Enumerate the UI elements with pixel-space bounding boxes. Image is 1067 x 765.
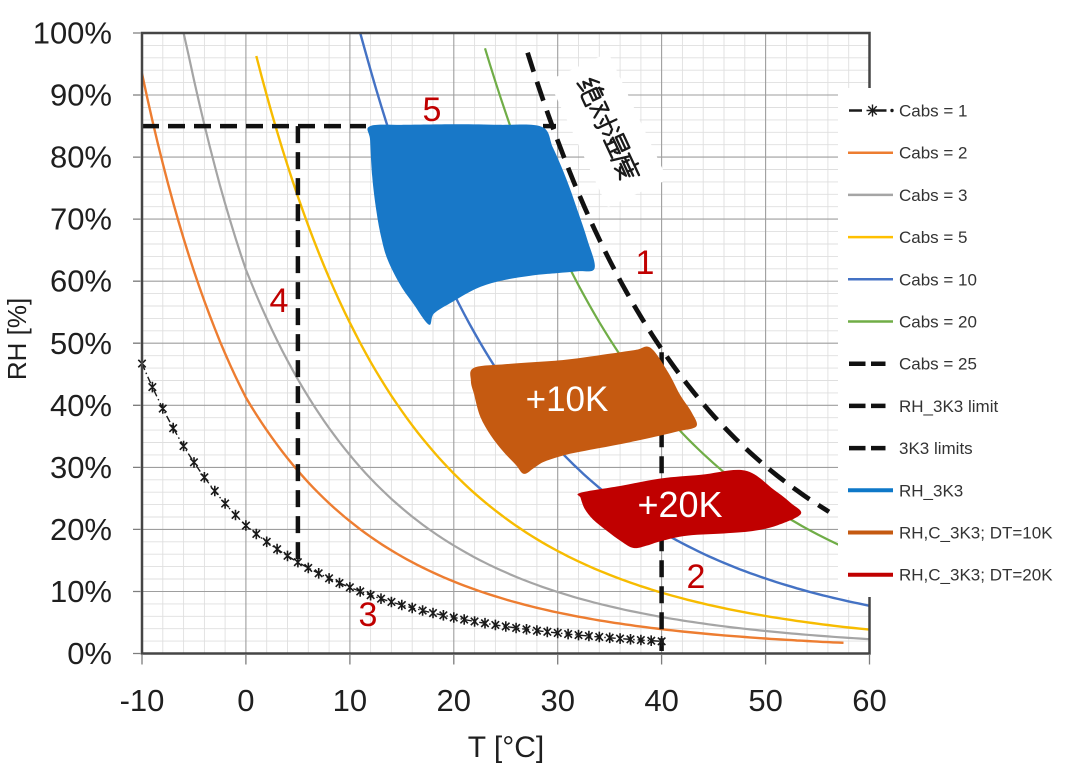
svg-text:100%: 100% bbox=[33, 16, 112, 51]
svg-text:1: 1 bbox=[636, 244, 655, 282]
svg-text:Cabs = 25: Cabs = 25 bbox=[899, 355, 977, 374]
svg-text:RH,C_3K3; DT=10K: RH,C_3K3; DT=10K bbox=[899, 524, 1053, 543]
svg-text:30%: 30% bbox=[50, 450, 112, 485]
svg-text:70%: 70% bbox=[50, 202, 112, 237]
svg-text:3: 3 bbox=[359, 596, 378, 634]
svg-text:50: 50 bbox=[748, 683, 782, 718]
svg-text:Cabs = 20: Cabs = 20 bbox=[899, 313, 977, 332]
svg-text:T [°C]: T [°C] bbox=[468, 731, 544, 764]
svg-text:30: 30 bbox=[540, 683, 574, 718]
svg-text:90%: 90% bbox=[50, 78, 112, 113]
svg-text:Cabs = 3: Cabs = 3 bbox=[899, 186, 968, 205]
svg-text:20%: 20% bbox=[50, 512, 112, 547]
svg-text:+20K: +20K bbox=[637, 484, 722, 525]
svg-text:-10: -10 bbox=[120, 683, 165, 718]
svg-text:20: 20 bbox=[437, 683, 471, 718]
svg-text:RH,C_3K3; DT=20K: RH,C_3K3; DT=20K bbox=[899, 566, 1053, 585]
svg-text:2: 2 bbox=[687, 558, 706, 596]
svg-text:0: 0 bbox=[237, 683, 254, 718]
svg-text:40%: 40% bbox=[50, 388, 112, 423]
svg-text:0%: 0% bbox=[67, 636, 112, 671]
svg-text:Cabs = 1: Cabs = 1 bbox=[899, 102, 968, 121]
svg-text:3K3 limits: 3K3 limits bbox=[899, 439, 973, 458]
svg-text:4: 4 bbox=[270, 282, 289, 320]
svg-text:10%: 10% bbox=[50, 574, 112, 609]
svg-text:RH_3K3 limit: RH_3K3 limit bbox=[899, 397, 998, 416]
svg-text:RH_3K3: RH_3K3 bbox=[899, 481, 963, 500]
svg-text:RH [%]: RH [%] bbox=[2, 298, 32, 380]
svg-text:Cabs = 2: Cabs = 2 bbox=[899, 144, 968, 163]
svg-text:60%: 60% bbox=[50, 264, 112, 299]
svg-text:+10K: +10K bbox=[526, 380, 609, 419]
svg-text:80%: 80% bbox=[50, 140, 112, 175]
svg-text:60: 60 bbox=[852, 683, 886, 718]
svg-text:Cabs = 5: Cabs = 5 bbox=[899, 228, 968, 247]
svg-text:Cabs = 10: Cabs = 10 bbox=[899, 270, 977, 289]
svg-text:10: 10 bbox=[333, 683, 367, 718]
svg-text:50%: 50% bbox=[50, 326, 112, 361]
svg-text:40: 40 bbox=[644, 683, 678, 718]
svg-text:5: 5 bbox=[423, 91, 442, 129]
